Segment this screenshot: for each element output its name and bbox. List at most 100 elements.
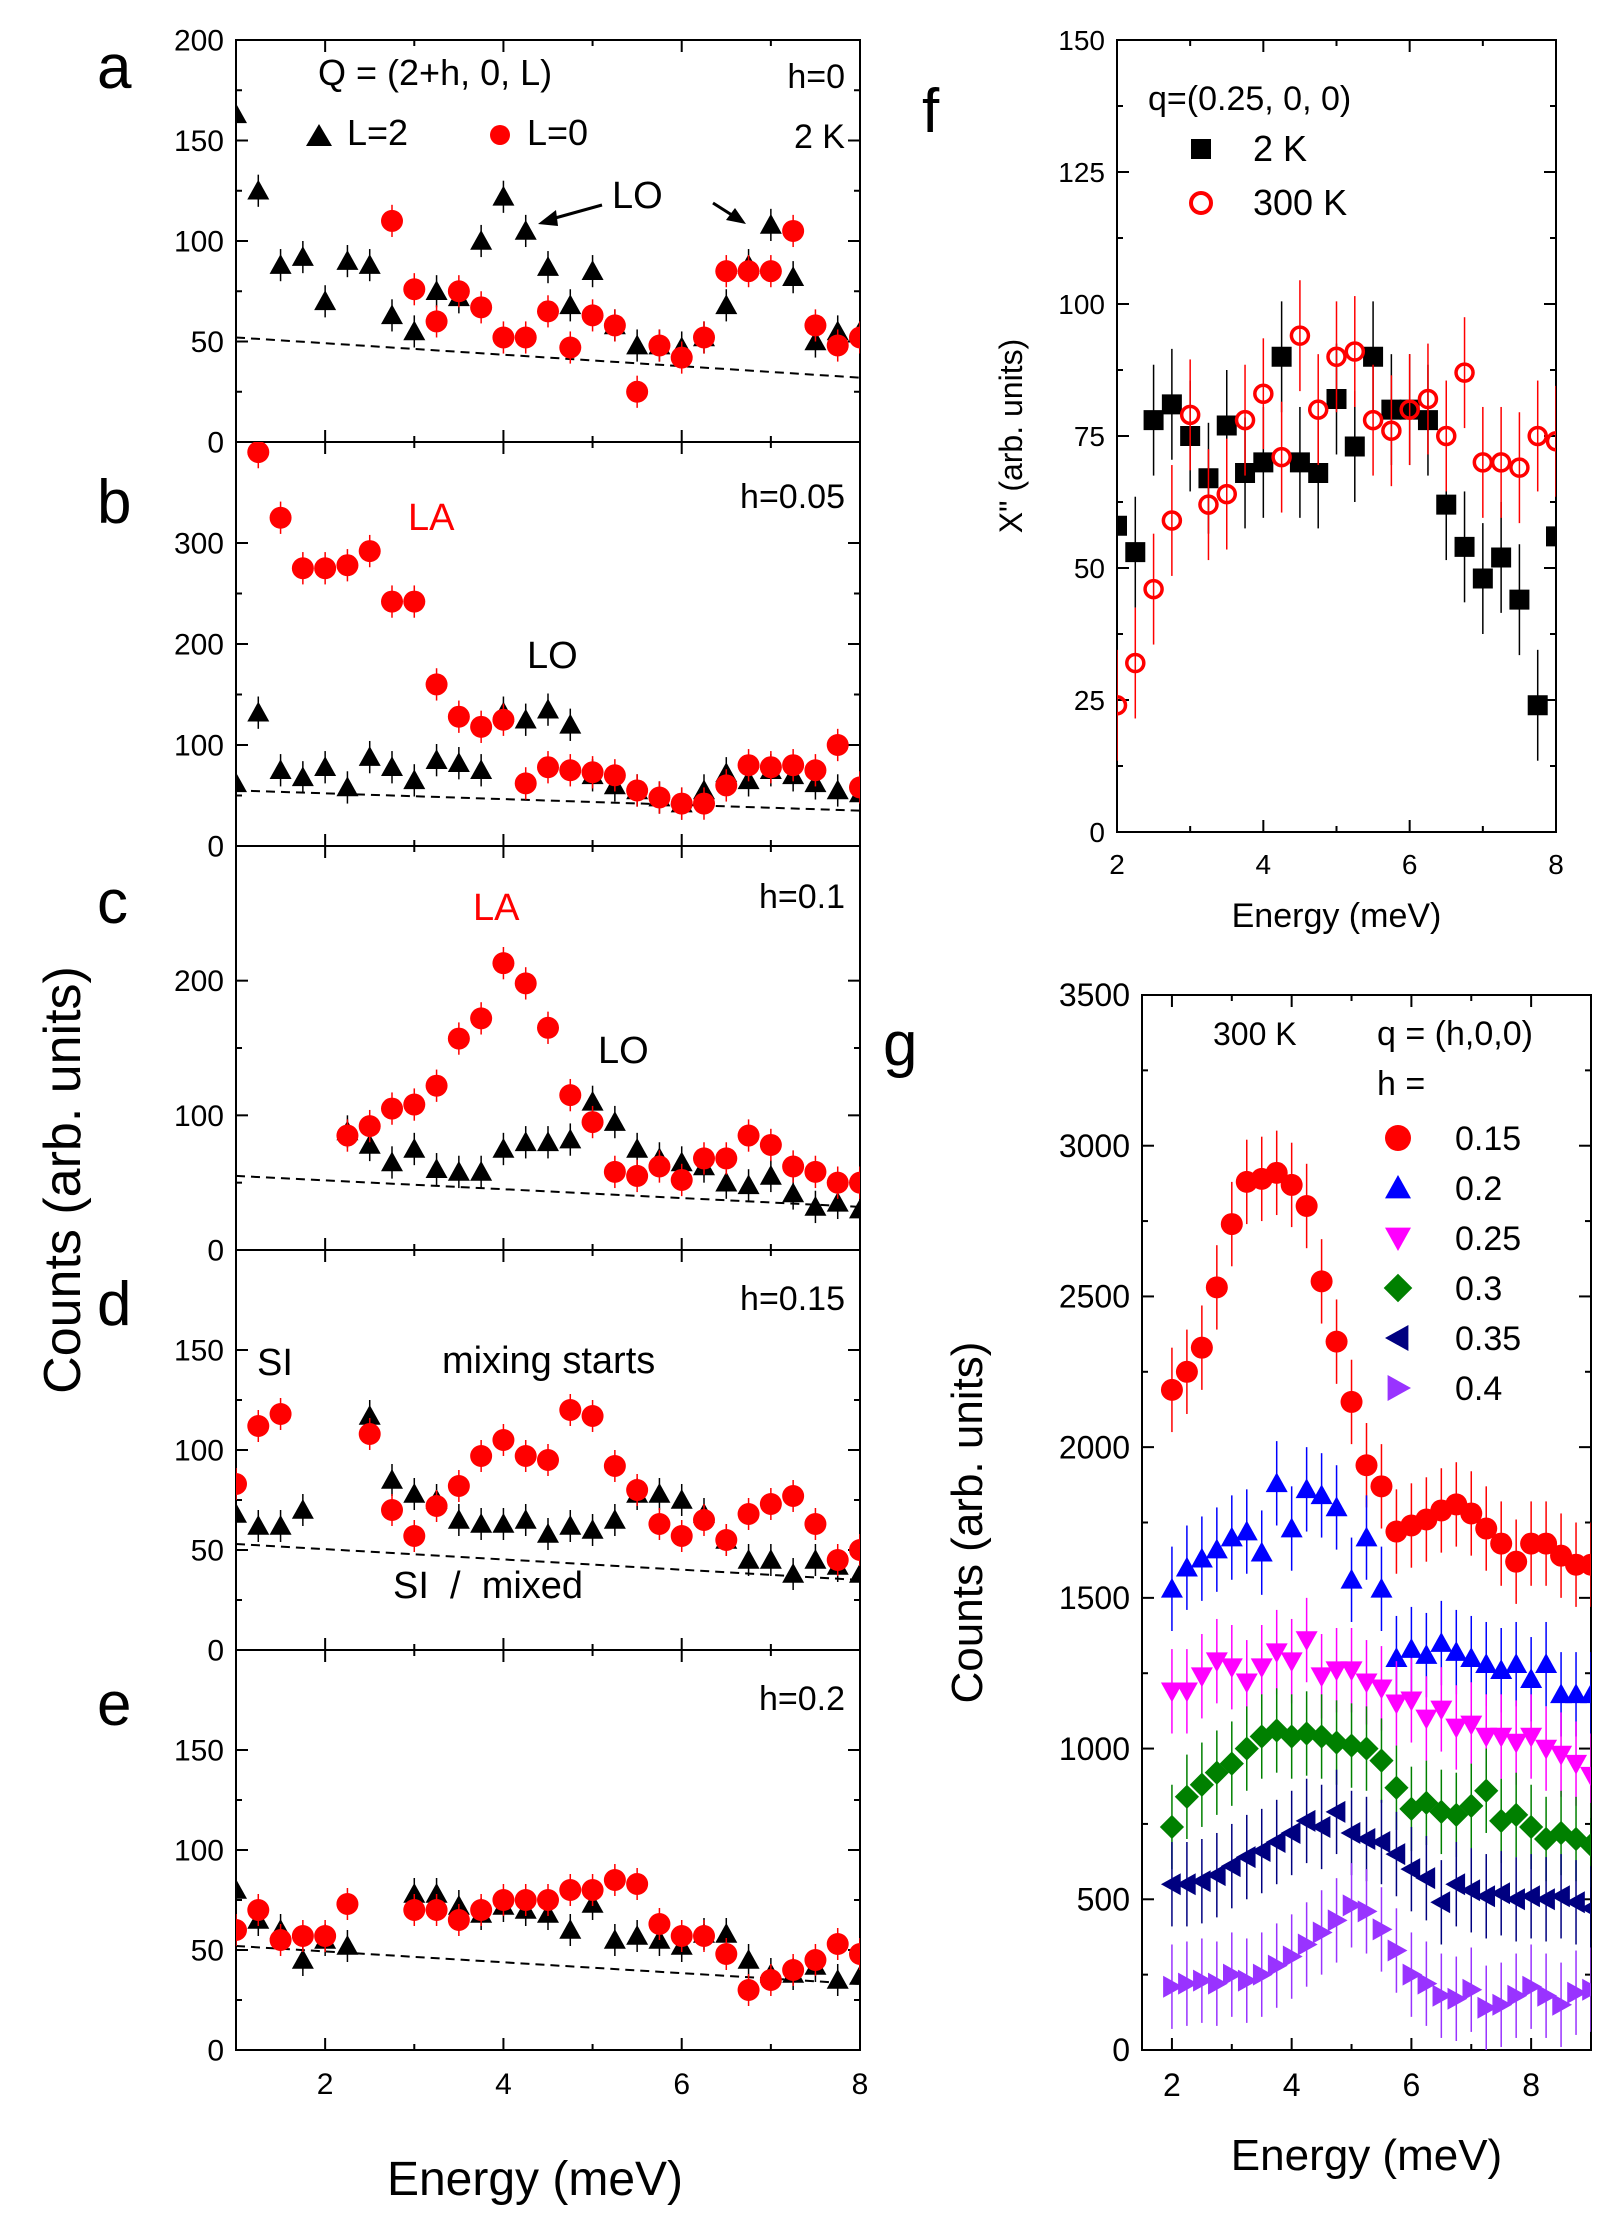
ytick-label: 150 xyxy=(1058,25,1105,56)
data-point xyxy=(537,1523,559,1543)
data-point xyxy=(581,304,604,327)
c-lo-label: LO xyxy=(598,1030,649,1072)
data-point xyxy=(1369,1748,1394,1773)
data-point xyxy=(1190,1547,1213,1568)
data-point xyxy=(1355,1526,1378,1547)
data-point xyxy=(291,246,314,266)
series-g-0 xyxy=(1160,1130,1591,1607)
data-point xyxy=(1490,1727,1513,1748)
data-point xyxy=(826,1933,849,1955)
e-si-label: SI / mixed xyxy=(393,1565,583,1607)
data-point xyxy=(1417,388,1439,410)
f-q-label: q=(0.25, 0, 0) xyxy=(1148,80,1351,118)
data-point xyxy=(247,179,270,200)
baseline-line xyxy=(236,789,860,812)
data-point xyxy=(1189,1772,1214,1797)
data-point xyxy=(537,756,559,779)
data-point xyxy=(1340,1661,1363,1682)
data-point xyxy=(1472,568,1493,589)
data-point xyxy=(1208,1972,1228,1995)
data-point xyxy=(403,1883,426,1903)
b-lo-label: LO xyxy=(527,635,578,677)
data-point xyxy=(1567,1981,1588,2004)
baseline-line xyxy=(236,336,860,379)
data-point xyxy=(603,1509,626,1529)
legend-marker-0.35 xyxy=(1385,1325,1409,1351)
data-point xyxy=(759,1549,782,1569)
data-point xyxy=(1430,1632,1453,1652)
data-point xyxy=(1220,1855,1241,1878)
data-point xyxy=(693,1509,715,1531)
data-point xyxy=(314,290,337,311)
data-point xyxy=(514,708,537,729)
data-point xyxy=(1143,578,1164,600)
data-point xyxy=(1432,1984,1453,2007)
data-point xyxy=(470,230,493,250)
data-point xyxy=(358,540,381,563)
data-point xyxy=(403,1525,426,1547)
data-point xyxy=(1250,1658,1273,1679)
data-point xyxy=(715,1147,738,1170)
data-point xyxy=(447,280,470,303)
data-point xyxy=(1267,1954,1288,1977)
data-point xyxy=(1220,1526,1243,1547)
data-point xyxy=(849,1563,860,1583)
legend-marker-0.25 xyxy=(1385,1227,1411,1251)
data-point xyxy=(1580,1902,1591,1915)
data-point xyxy=(492,1429,515,1451)
data-point xyxy=(1265,1643,1288,1664)
data-point xyxy=(1295,1478,1318,1499)
ytick-label: 0 xyxy=(1089,817,1105,848)
series-g-3 xyxy=(1159,1688,1591,1888)
f-legend-2k: 2 K xyxy=(1253,128,1307,169)
data-point xyxy=(804,1549,827,1569)
data-point xyxy=(826,779,849,800)
data-point xyxy=(514,1509,537,1529)
data-point xyxy=(581,260,604,280)
data-point xyxy=(1402,1963,1423,1986)
data-point xyxy=(247,1415,270,1437)
data-point xyxy=(1295,1809,1316,1832)
plot-area-d xyxy=(236,1394,860,1590)
data-point xyxy=(403,590,426,613)
data-point xyxy=(381,1469,403,1489)
data-point xyxy=(1385,1647,1408,1667)
panel-label-d: d xyxy=(97,1270,131,1339)
ytick-label: 75 xyxy=(1074,421,1105,452)
legend-label: 0.3 xyxy=(1455,1270,1502,1308)
data-point xyxy=(804,759,827,782)
legend-label: 0.25 xyxy=(1455,1220,1521,1258)
data-point xyxy=(358,1115,381,1138)
data-point xyxy=(626,334,649,355)
data-point xyxy=(425,1899,448,1921)
data-point xyxy=(470,1445,493,1467)
data-point xyxy=(581,1090,604,1111)
data-point xyxy=(581,1111,604,1134)
data-point xyxy=(849,1943,860,1965)
ytick-label: 200 xyxy=(174,25,224,58)
series-f-1 xyxy=(1117,280,1556,761)
data-point xyxy=(1160,1682,1183,1703)
data-point xyxy=(314,1925,337,1947)
data-point xyxy=(1289,452,1310,473)
data-point xyxy=(1477,1996,1498,2019)
data-point xyxy=(1205,1652,1228,1673)
data-point xyxy=(1235,1846,1256,1869)
data-point xyxy=(1489,1808,1514,1834)
data-point xyxy=(559,294,582,315)
data-point xyxy=(559,1399,582,1421)
data-point xyxy=(470,1513,493,1533)
data-point xyxy=(1216,415,1237,436)
data-point xyxy=(425,1158,448,1178)
panel-e: 0 50 100 150 2 4 6 8 xyxy=(174,1649,868,2101)
data-point xyxy=(648,1155,671,1178)
panel-a: 0 50 100 150 200 xyxy=(174,25,861,460)
data-point xyxy=(1312,1921,1333,1944)
data-point xyxy=(269,506,292,529)
data-point xyxy=(1507,1984,1528,2007)
data-point xyxy=(1550,1745,1573,1766)
data-point xyxy=(492,1889,515,1911)
data-point xyxy=(1535,1888,1555,1911)
plot-area-b xyxy=(236,442,860,820)
data-point xyxy=(1509,589,1530,610)
